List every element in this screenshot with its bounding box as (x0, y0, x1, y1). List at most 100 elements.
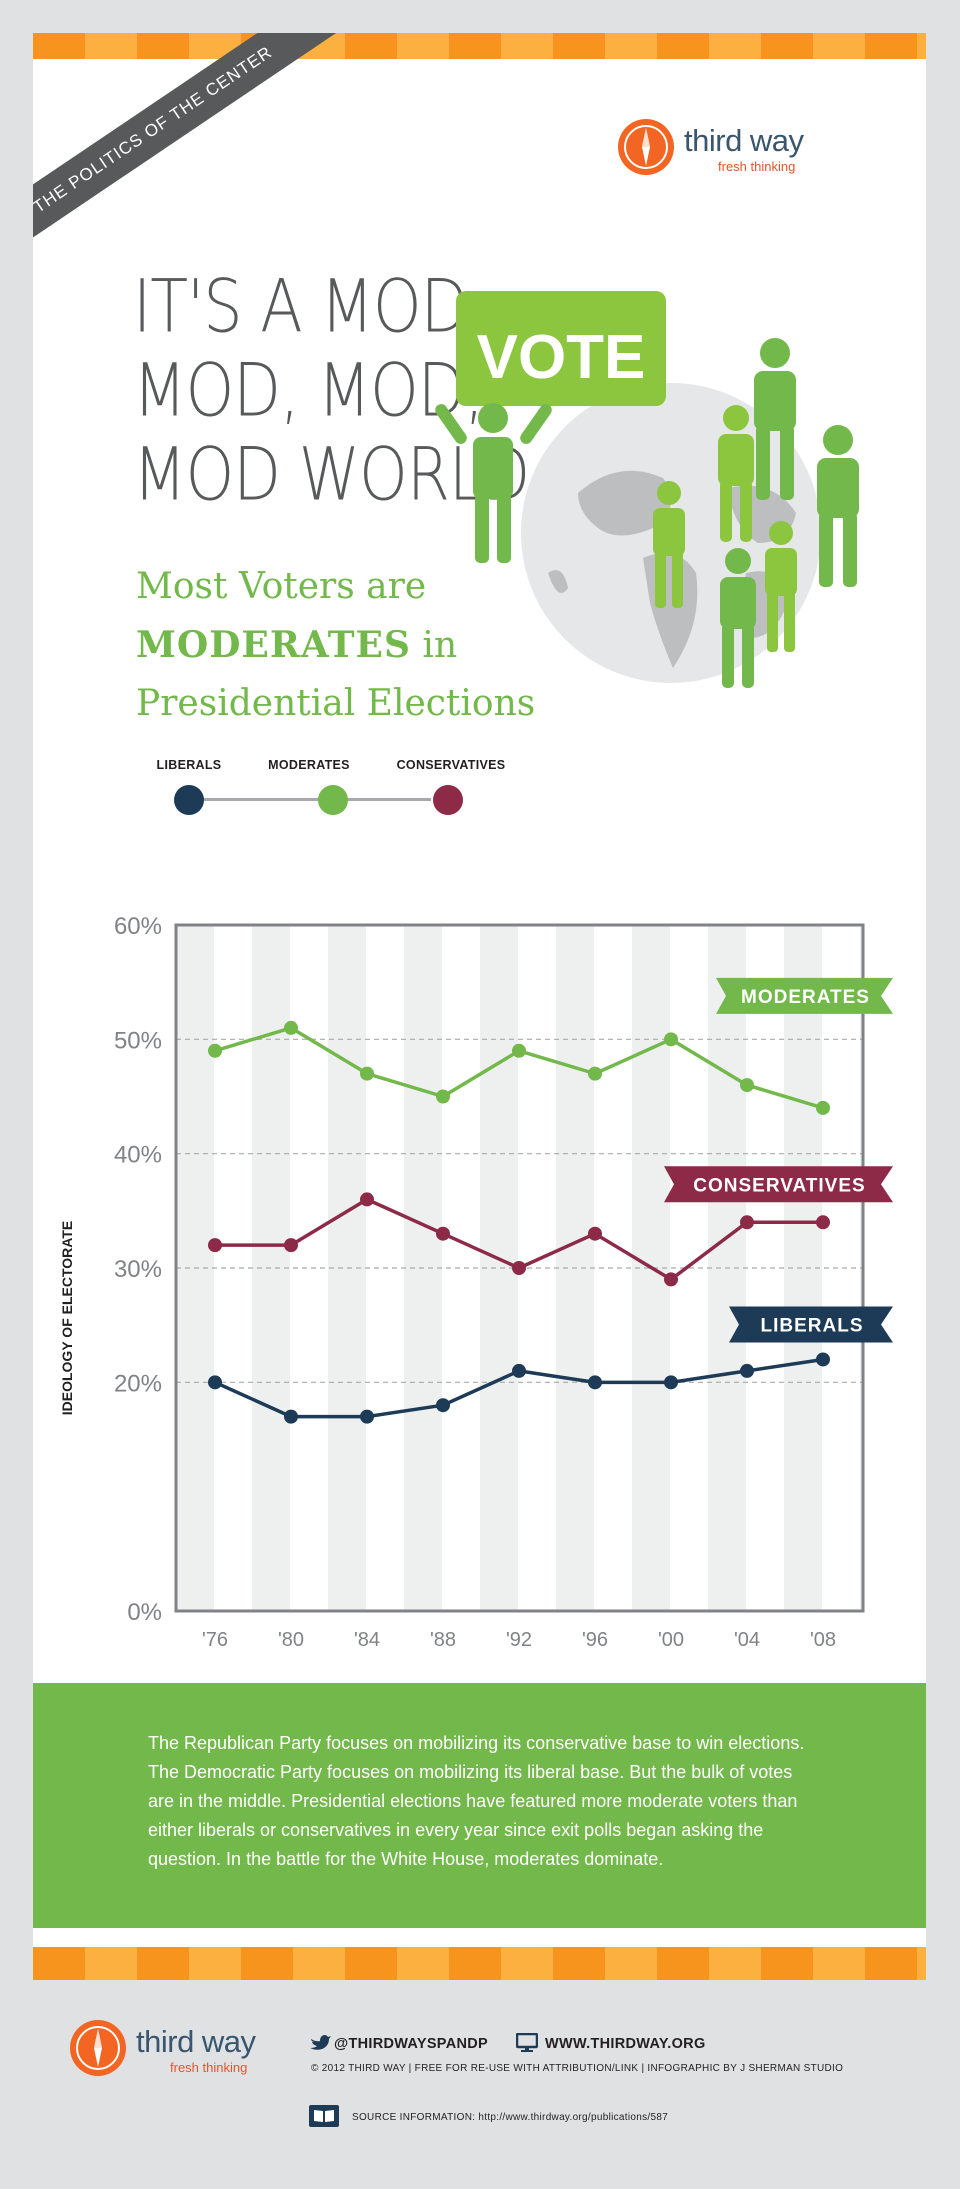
infographic-card: THE POLITICS OF THE CENTER third way fre… (33, 33, 926, 1980)
top-stripe (33, 33, 926, 59)
x-tick-label: '00 (658, 1629, 684, 1651)
data-point-liberals (360, 1409, 374, 1424)
third-way-logo-footer[interactable]: third way fresh thinking (70, 2020, 300, 2090)
logo-tagline: fresh thinking (718, 159, 796, 174)
series-label-ribbon (664, 1166, 893, 1203)
data-point-conservatives (360, 1192, 374, 1207)
y-tick-label: 40% (114, 1142, 162, 1169)
info-panel: The Republican Party focuses on mobilizi… (33, 1683, 926, 1928)
y-axis-label: IDEOLOGY OF ELECTORATE (59, 1221, 75, 1415)
data-point-liberals (588, 1375, 602, 1390)
computer-monitor-icon (516, 2033, 538, 2052)
logo-name: third way (684, 123, 804, 158)
bottom-stripe (33, 1947, 926, 1980)
headline-line-2: MOD, MOD, (133, 346, 484, 434)
legend-label-moderates: MODERATES (268, 758, 350, 772)
data-point-liberals (664, 1375, 678, 1390)
headline-line-1: IT'S A MOD, (133, 262, 487, 350)
source-url-link[interactable]: http://www.thirdway.org/publications/587 (478, 2112, 669, 2123)
y-tick-label: 30% (114, 1256, 162, 1283)
series-label-ribbon (729, 1306, 893, 1343)
source-label: SOURCE INFORMATION: (352, 2112, 476, 2123)
x-tick-label: '08 (810, 1629, 836, 1651)
twitter-handle-link[interactable]: @THIRDWAYSPANDP (334, 2036, 488, 2052)
vote-sign-text: VOTE (477, 323, 646, 392)
legend-dot-liberals (174, 785, 204, 815)
subhead-after-bold: in (410, 625, 458, 666)
data-point-conservatives (588, 1226, 602, 1241)
book-icon (309, 2105, 339, 2127)
data-point-liberals (436, 1398, 450, 1413)
person-icon (817, 425, 859, 587)
logo-name: third way (136, 2024, 256, 2059)
twitter-bird-icon (310, 2035, 331, 2050)
person-icon (754, 338, 796, 500)
y-tick-label: 60% (114, 913, 162, 940)
person-icon (718, 405, 754, 542)
legend-dot-moderates (318, 785, 348, 815)
line-chart: 0% 20% 30% 40% 50% 60% '76 '80 '84 '88 '92 '96 '00 '0… (59, 913, 893, 1651)
headline: IT'S A MOD, MOD, MOD, MOD WORLD (133, 257, 553, 517)
axes: 0% 20% 30% 40% 50% 60% '76 '80 '84 '88 '92 '96 '00 '0… (59, 913, 865, 1651)
legend-line (189, 798, 431, 801)
data-point-moderates (436, 1089, 450, 1104)
y-tick-label: 0% (127, 1599, 162, 1626)
data-point-conservatives (436, 1226, 450, 1241)
data-point-moderates (740, 1078, 754, 1093)
compass-icon (618, 119, 674, 175)
data-point-conservatives (816, 1215, 830, 1230)
data-point-conservatives (740, 1215, 754, 1230)
data-point-moderates (588, 1066, 602, 1081)
data-point-moderates (664, 1032, 678, 1047)
subhead-line-1: Most Voters are (136, 566, 427, 607)
credits-text: © 2012 THIRD WAY | FREE FOR RE-USE WITH … (311, 2063, 844, 2074)
series-lines (208, 1020, 830, 1424)
data-point-liberals (284, 1409, 298, 1424)
legend-label-liberals: LIBERALS (156, 758, 222, 772)
data-point-liberals (816, 1352, 830, 1367)
subhead-bold: MODERATES (136, 624, 411, 666)
x-tick-label: '80 (278, 1629, 304, 1651)
subheadline: Most Voters are MODERATES in Presidentia… (136, 558, 616, 733)
data-point-conservatives (284, 1238, 298, 1253)
legend-dot-conservatives (433, 785, 463, 815)
data-point-moderates (208, 1043, 222, 1058)
x-tick-label: '84 (354, 1629, 380, 1651)
third-way-logo[interactable]: third way fresh thinking (618, 119, 848, 189)
x-tick-label: '04 (734, 1629, 760, 1651)
data-point-conservatives (664, 1272, 678, 1287)
corner-ribbon: THE POLITICS OF THE CENTER (33, 33, 363, 263)
data-point-conservatives (512, 1261, 526, 1275)
data-point-liberals (512, 1363, 526, 1378)
person-holding-sign-icon (435, 291, 666, 563)
data-point-liberals (740, 1363, 754, 1378)
voters-globe-illustration: VOTE (435, 291, 859, 688)
website-link[interactable]: WWW.THIRDWAY.ORG (545, 2036, 706, 2052)
series-label-ribbon (716, 977, 893, 1014)
series-label-moderates: MODERATES (741, 987, 870, 1008)
series-label-conservatives: CONSERVATIVES (693, 1175, 865, 1196)
x-tick-label: '96 (582, 1629, 608, 1651)
y-tick-label: 20% (114, 1370, 162, 1397)
x-tick-label: '88 (430, 1629, 456, 1651)
headline-line-3: MOD WORLD (133, 430, 530, 518)
compass-icon (70, 2020, 126, 2076)
data-point-liberals (208, 1375, 222, 1390)
plot-frame (174, 923, 865, 1613)
subhead-line-3: Presidential Elections (136, 683, 536, 724)
series-label-liberals: LIBERALS (761, 1315, 864, 1336)
y-tick-label: 50% (114, 1027, 162, 1054)
series-labels: MODERATES CONSERVATIVES LIBERALS (664, 977, 893, 1343)
logo-tagline: fresh thinking (170, 2060, 248, 2075)
info-text: The Republican Party focuses on mobilizi… (148, 1733, 805, 1869)
person-icon (653, 481, 685, 608)
x-tick-label: '92 (506, 1629, 532, 1651)
ribbon-text: THE POLITICS OF THE CENTER (33, 33, 344, 263)
data-point-moderates (816, 1100, 830, 1115)
legend-label-conservatives: CONSERVATIVES (396, 758, 506, 772)
x-tick-label: '76 (202, 1629, 228, 1651)
legend: LIBERALS MODERATES CONSERVATIVES (153, 758, 533, 848)
data-point-moderates (284, 1020, 298, 1035)
footer: third way fresh thinking @THIRDWAYSPANDP… (0, 2000, 960, 2189)
